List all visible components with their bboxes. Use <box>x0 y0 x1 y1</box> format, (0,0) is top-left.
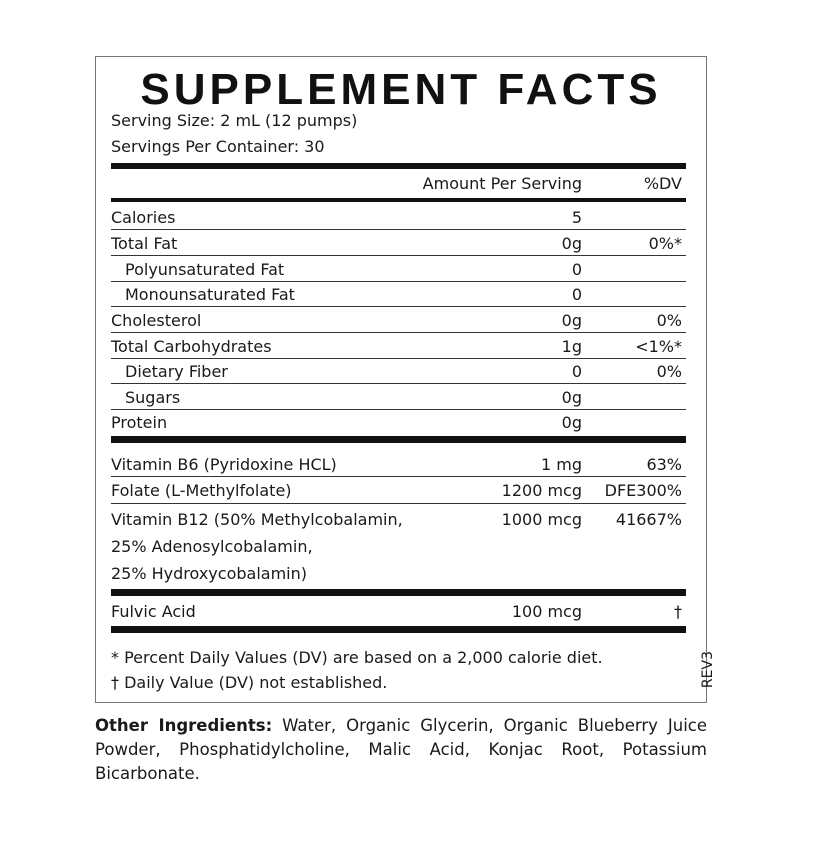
nutrient-row: Protein 0g <box>111 410 686 435</box>
panel-title: SUPPLEMENT FACTS <box>140 65 662 114</box>
nutrient-row: Polyunsaturated Fat 0 <box>111 257 686 282</box>
other-ingredients-text: Water, Organic Glycerin, Organic Blueber… <box>95 716 708 783</box>
dv-header: %DV <box>643 174 682 193</box>
nutrient-amount: 100 mcg <box>511 602 582 621</box>
nutrient-amount: 0g <box>561 388 582 407</box>
nutrient-amount: 0g <box>561 311 582 330</box>
vitamin-amount: 1000 mcg <box>501 510 582 529</box>
nutrient-name: Polyunsaturated Fat <box>125 260 285 279</box>
nutrient-name: Cholesterol <box>111 311 202 330</box>
nutrient-row: Sugars 0g <box>111 385 686 410</box>
vitamin-row: Folate (L-Methylfolate) 1200 mcg DFE300% <box>111 478 686 504</box>
nutrient-name: Total Carbohydrates <box>111 337 272 356</box>
nutrient-row: Total Fat 0g 0%* <box>111 231 686 256</box>
vitamin-dv: 41667% <box>615 510 682 529</box>
footnote-dagger: † Daily Value (DV) not established. <box>111 673 388 692</box>
divider-thick <box>111 163 686 169</box>
servings-per-container: Servings Per Container: 30 <box>111 137 325 156</box>
nutrient-dv: † <box>674 602 682 621</box>
divider-thick <box>111 436 686 443</box>
nutrient-name: Protein <box>111 413 168 432</box>
divider-thick <box>111 589 686 596</box>
vitamin-name: Vitamin B6 (Pyridoxine HCL) <box>111 455 337 474</box>
nutrient-row: Monounsaturated Fat 0 <box>111 282 686 307</box>
other-ingredients-label: Other Ingredients: <box>95 716 273 735</box>
nutrient-name: Dietary Fiber <box>125 362 228 381</box>
revision-code: REV3 <box>700 651 716 689</box>
nutrient-amount: 1g <box>561 337 582 356</box>
other-nutrient-row: Fulvic Acid 100 mcg † <box>111 599 686 624</box>
nutrient-dv: 0% <box>656 311 682 330</box>
nutrient-dv: <1%* <box>635 337 682 356</box>
nutrient-amount: 0g <box>561 413 582 432</box>
serving-size: Serving Size: 2 mL (12 pumps) <box>111 111 358 130</box>
nutrient-row: Dietary Fiber 0 0% <box>111 359 686 384</box>
nutrient-name: Fulvic Acid <box>111 602 196 621</box>
nutrient-name: Total Fat <box>111 234 178 253</box>
divider-thick <box>111 626 686 633</box>
nutrient-row: Cholesterol 0g 0% <box>111 308 686 333</box>
vitamin-name: Vitamin B12 (50% Methylcobalamin, 25% Ad… <box>111 506 403 587</box>
vitamin-row: Vitamin B6 (Pyridoxine HCL) 1 mg 63% <box>111 451 686 477</box>
nutrient-row: Total Carbohydrates 1g <1%* <box>111 334 686 359</box>
vitamin-row: Vitamin B12 (50% Methylcobalamin, 25% Ad… <box>111 506 686 588</box>
vitamin-amount: 1200 mcg <box>501 481 582 500</box>
vitamin-dv: 63% <box>646 455 682 474</box>
nutrient-amount: 0 <box>571 285 582 304</box>
vitamin-amount: 1 mg <box>540 455 582 474</box>
nutrient-row: Calories 5 <box>111 205 686 230</box>
column-header: Amount Per Serving %DV <box>111 171 686 196</box>
nutrient-amount: 5 <box>571 208 582 227</box>
nutrient-name: Calories <box>111 208 176 227</box>
nutrient-dv: 0%* <box>648 234 682 253</box>
vitamin-name-line: Vitamin B12 (50% Methylcobalamin, <box>111 510 403 529</box>
other-ingredients: Other Ingredients: Water, Organic Glycer… <box>95 714 707 786</box>
divider-medium <box>111 198 686 202</box>
vitamin-dv: DFE300% <box>604 481 682 500</box>
amount-header: Amount Per Serving <box>422 174 582 193</box>
nutrient-amount: 0 <box>571 260 582 279</box>
vitamin-name: Folate (L-Methylfolate) <box>111 481 292 500</box>
nutrient-name: Monounsaturated Fat <box>125 285 295 304</box>
supplement-facts-panel: SUPPLEMENT FACTS Serving Size: 2 mL (12 … <box>95 56 716 703</box>
nutrient-name: Sugars <box>125 388 181 407</box>
vitamin-name-line: 25% Hydroxycobalamin) <box>111 564 307 583</box>
nutrient-dv: 0% <box>656 362 682 381</box>
vitamin-name-line: 25% Adenosylcobalamin, <box>111 537 313 556</box>
nutrient-amount: 0 <box>571 362 582 381</box>
footnote-dv: * Percent Daily Values (DV) are based on… <box>111 648 603 667</box>
nutrient-amount: 0g <box>561 234 582 253</box>
